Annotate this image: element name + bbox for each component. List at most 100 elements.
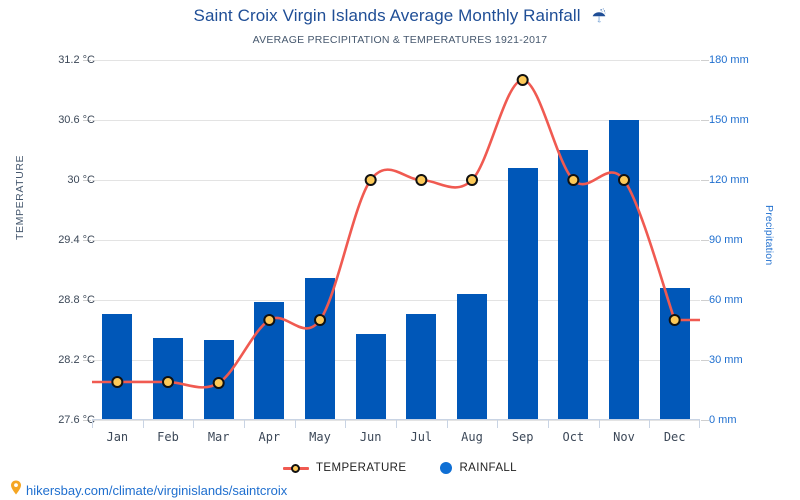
temperature-point-feb[interactable]: Feb: 27.98 °C bbox=[162, 376, 174, 388]
x-axis-label-may: May bbox=[309, 430, 331, 444]
footer: hikersbay.com/climate/virginislands/sain… bbox=[10, 480, 287, 500]
x-axis-tick bbox=[294, 420, 296, 428]
temperature-point-jan[interactable]: Jan: 27.98 °C bbox=[111, 376, 124, 388]
chart-title: Saint Croix Virgin Islands Average Month… bbox=[0, 6, 800, 29]
x-axis-tick bbox=[598, 420, 600, 428]
right-axis-tick-label: 150 mm bbox=[709, 114, 749, 126]
left-axis-tick-label: 31.2 °C bbox=[58, 54, 95, 66]
left-axis-tick bbox=[83, 360, 91, 361]
temperature-point-nov[interactable]: Nov: 30 °C bbox=[618, 174, 630, 186]
x-axis-line bbox=[92, 419, 700, 420]
left-axis-tick bbox=[83, 240, 91, 241]
right-axis-tick bbox=[701, 360, 709, 361]
bar-dec[interactable] bbox=[659, 288, 690, 420]
map-pin-icon bbox=[10, 480, 22, 500]
right-axis-tick-label: 60 mm bbox=[709, 294, 743, 306]
x-axis-tick bbox=[142, 420, 144, 428]
temperature-point-apr[interactable]: Apr: 28.6 °C bbox=[263, 314, 276, 326]
temperature-line bbox=[116, 78, 676, 389]
x-axis-label-sep: Sep bbox=[511, 430, 534, 444]
left-axis-tick-label: 30.6 °C bbox=[58, 114, 95, 126]
temperature-point-jun[interactable]: Jun: 30 °C bbox=[364, 174, 377, 186]
legend-item-rainfall[interactable]: RAINFALL bbox=[440, 462, 517, 474]
gridline bbox=[92, 240, 700, 241]
x-axis-tick bbox=[497, 420, 499, 428]
temperature-point-may[interactable]: May: 28.6 °C bbox=[314, 314, 326, 326]
bar-jul[interactable] bbox=[406, 314, 437, 420]
left-axis-tick-label: 28.2 °C bbox=[58, 354, 95, 366]
legend-label-rainfall: RAINFALL bbox=[459, 462, 517, 474]
left-axis-tick bbox=[83, 420, 91, 421]
x-axis-tick bbox=[92, 420, 93, 428]
x-axis-label-aug: Aug bbox=[461, 430, 483, 444]
temperature-point-sep[interactable]: Sep: 31 °C bbox=[516, 74, 529, 86]
left-axis-tick bbox=[83, 60, 91, 61]
x-axis-label-jun: Jun bbox=[359, 430, 382, 444]
right-axis-tick bbox=[701, 120, 709, 121]
gridline bbox=[92, 300, 700, 301]
temperature-point-jul[interactable]: Jul: 30 °C bbox=[415, 174, 428, 186]
right-axis-tick-label: 0 mm bbox=[709, 414, 737, 426]
bar-oct[interactable] bbox=[558, 150, 589, 420]
x-axis-label-apr: Apr bbox=[258, 430, 281, 444]
x-axis-label-jul: Jul bbox=[410, 430, 433, 444]
x-axis-label-oct: Oct bbox=[562, 430, 585, 444]
right-axis-tick bbox=[701, 60, 709, 61]
temperature-point-mar[interactable]: Mar: 27.97 °C bbox=[212, 377, 225, 389]
temperature-line-extension bbox=[92, 318, 700, 384]
x-axis-tick bbox=[193, 420, 195, 428]
line-series-temperature: Jan: 27.98 °C Feb: 27.98 °C Mar: 27.97 °C A… bbox=[92, 74, 700, 389]
x-axis-tick bbox=[345, 420, 347, 428]
x-axis-tick bbox=[699, 420, 700, 428]
left-axis-tick bbox=[83, 180, 91, 181]
bar-jun[interactable] bbox=[355, 334, 386, 420]
x-axis: Jan Feb Mar Apr May Jun Jul Aug Sep Oct Nov Dec bbox=[92, 420, 700, 452]
legend-label-temperature: TEMPERATURE bbox=[316, 462, 407, 474]
right-axis-tick-label: 180 mm bbox=[709, 54, 749, 66]
x-axis-label-nov: Nov bbox=[613, 430, 635, 444]
plot-area: Jan: 27.98 °C Feb: 27.98 °C Mar: 27.97 °C A… bbox=[83, 60, 709, 421]
left-axis-tick-label: 30 °C bbox=[67, 174, 95, 186]
rainfall-marker-icon bbox=[440, 462, 453, 474]
legend-item-temperature[interactable]: TEMPERATURE bbox=[283, 462, 406, 474]
x-axis-label-jan: Jan bbox=[106, 430, 129, 444]
chart-title-text: Saint Croix Virgin Islands Average Month… bbox=[193, 6, 581, 25]
x-axis-label-mar: Mar bbox=[207, 430, 230, 444]
left-axis-title: TEMPERATURE bbox=[14, 154, 26, 240]
bar-jan[interactable] bbox=[102, 314, 133, 420]
gridline bbox=[92, 120, 700, 121]
gridline bbox=[92, 180, 700, 181]
x-axis-tick bbox=[396, 420, 397, 428]
left-axis-tick bbox=[83, 300, 91, 301]
temperature-marker-icon bbox=[283, 462, 309, 474]
footer-url[interactable]: hikersbay.com/climate/virginislands/sain… bbox=[26, 482, 288, 498]
x-axis-tick bbox=[649, 420, 651, 428]
right-axis-tick bbox=[701, 240, 709, 241]
right-axis-tick bbox=[701, 180, 709, 181]
chart-subtitle: AVERAGE PRECIPITATION & TEMPERATURES 192… bbox=[252, 34, 548, 46]
gridline bbox=[92, 60, 700, 61]
x-axis-tick bbox=[548, 420, 549, 428]
right-axis-tick bbox=[701, 420, 709, 421]
x-axis-label-feb: Feb bbox=[157, 430, 179, 444]
left-axis-tick-label: 28.8 °C bbox=[58, 294, 95, 306]
temperature-point-dec[interactable]: Dec: 28.6 °C bbox=[668, 314, 681, 326]
bar-sep[interactable] bbox=[507, 168, 538, 420]
left-axis-tick bbox=[83, 120, 91, 121]
temperature-point-oct[interactable]: Oct: 30 °C bbox=[567, 174, 580, 186]
right-axis-tick-label: 120 mm bbox=[709, 174, 749, 186]
left-axis-tick-label: 29.4 °C bbox=[58, 234, 95, 246]
x-axis-tick bbox=[244, 420, 245, 428]
gridline bbox=[92, 360, 700, 361]
right-axis-tick bbox=[701, 300, 709, 301]
umbrella-rain-icon bbox=[591, 8, 607, 29]
temperature-point-aug[interactable]: Aug: 30 °C bbox=[466, 174, 478, 186]
bar-aug[interactable] bbox=[457, 294, 487, 420]
right-axis-tick-label: 90 mm bbox=[709, 234, 743, 246]
left-axis-tick-label: 27.6 °C bbox=[58, 414, 95, 426]
chart-legend: TEMPERATURE RAINFALL bbox=[0, 462, 800, 474]
right-axis-tick-label: 30 mm bbox=[709, 354, 743, 366]
right-axis-title: Precipitation bbox=[763, 205, 775, 266]
bar-nov[interactable] bbox=[609, 120, 639, 420]
x-axis-tick bbox=[446, 420, 448, 428]
